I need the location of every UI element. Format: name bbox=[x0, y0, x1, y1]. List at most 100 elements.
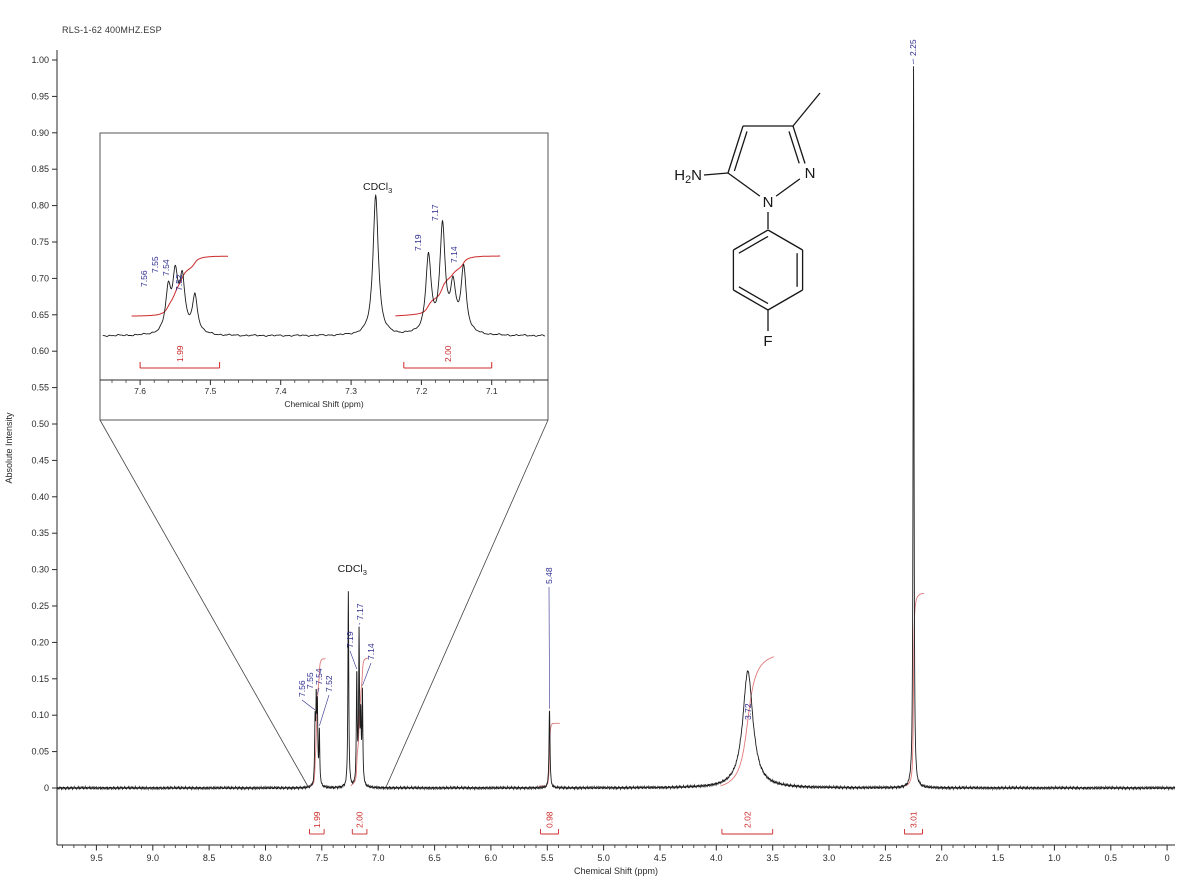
integral-curve bbox=[395, 255, 501, 317]
peak-label-leader bbox=[912, 58, 914, 65]
y-tick-label: 0.45 bbox=[31, 455, 49, 465]
bond bbox=[727, 125, 744, 174]
peak-label-leader bbox=[358, 622, 361, 625]
inset-peak-label: 7.17 bbox=[430, 204, 440, 221]
y-tick-label: 0.40 bbox=[31, 492, 49, 502]
inset-integral-label: 1.99 bbox=[175, 345, 185, 362]
y-tick-label: 0.65 bbox=[31, 310, 49, 320]
x-tick-label: 9.5 bbox=[90, 853, 103, 863]
integral-label: 2.02 bbox=[742, 811, 752, 828]
inset-x-tick-label: 7.6 bbox=[134, 386, 146, 396]
y-tick-label: 0.50 bbox=[31, 419, 49, 429]
ring-nitrogen-label: N bbox=[763, 194, 774, 211]
x-tick-label: 6.5 bbox=[428, 853, 441, 863]
peak-label: 7.17 bbox=[355, 603, 365, 620]
inset-callout-line bbox=[99, 419, 309, 788]
amino-bond bbox=[703, 172, 729, 176]
methyl-bond bbox=[792, 92, 821, 127]
peak-label: 7.19 bbox=[345, 631, 355, 648]
x-tick-label: 4.5 bbox=[654, 853, 667, 863]
inset-peak-label: 7.56 bbox=[139, 270, 149, 287]
peak-label: 7.14 bbox=[366, 643, 376, 660]
integral-curve bbox=[131, 255, 228, 317]
double-bond-inner bbox=[733, 131, 748, 172]
peak-label: 5.48 bbox=[544, 567, 554, 584]
x-tick-label: 8.0 bbox=[259, 853, 272, 863]
y-tick-label: 0.35 bbox=[31, 528, 49, 538]
bond bbox=[767, 229, 803, 251]
inset-box bbox=[99, 132, 549, 421]
inset-solvent-label: CDCl3​ bbox=[363, 181, 392, 195]
y-tick-label: 0.55 bbox=[31, 383, 49, 393]
peak-label: 7.56 bbox=[297, 680, 307, 697]
bond bbox=[733, 229, 769, 251]
spectrum-path bbox=[56, 66, 1176, 791]
y-axis-title: Absolute Intensity bbox=[4, 412, 14, 484]
y-tick-label: 0.70 bbox=[31, 273, 49, 283]
y-tick-label: 1.00 bbox=[31, 55, 49, 65]
peak-label-leader bbox=[301, 699, 316, 711]
x-tick-label: 2.5 bbox=[879, 853, 892, 863]
peak-label-leader bbox=[349, 650, 358, 670]
inset-peak-label: 7.52 bbox=[174, 274, 184, 291]
y-tick-label: 0.20 bbox=[31, 637, 49, 647]
inset-peak-label: 7.55 bbox=[150, 256, 160, 273]
y-tick-label: 0.90 bbox=[31, 128, 49, 138]
double-bond-inner bbox=[788, 131, 800, 164]
x-tick-label: 6.0 bbox=[485, 853, 498, 863]
x-tick-label: 8.5 bbox=[203, 853, 216, 863]
y-tick-label: 0.05 bbox=[31, 747, 49, 757]
x-tick-label: 0 bbox=[1165, 853, 1170, 863]
peak-label: 7.55 bbox=[305, 672, 315, 689]
bond bbox=[767, 289, 803, 311]
x-tick-label: 1.5 bbox=[992, 853, 1005, 863]
x-tick-label: 4.0 bbox=[710, 853, 723, 863]
ring-nitrogen-label: N bbox=[805, 165, 816, 182]
x-tick-label: 5.5 bbox=[541, 853, 554, 863]
y-tick-label: 0.30 bbox=[31, 565, 49, 575]
y-tick-label: 0.25 bbox=[31, 601, 49, 611]
spectrum-filename: RLS-1-62 400MHZ.ESP bbox=[62, 25, 162, 35]
peak-label-leader bbox=[317, 687, 320, 695]
inset-x-tick-label: 7.5 bbox=[205, 386, 217, 396]
peak-label: 7.52 bbox=[324, 675, 334, 692]
solvent-label: CDCl3​ bbox=[338, 563, 367, 577]
inset-integral-label: 2.00 bbox=[443, 345, 453, 362]
peak-label: 7.54 bbox=[314, 668, 324, 685]
x-tick-label: 7.0 bbox=[372, 853, 385, 863]
inset-x-tick-label: 7.3 bbox=[345, 386, 357, 396]
y-tick-label: 0.80 bbox=[31, 201, 49, 211]
peak-label-leader bbox=[548, 586, 550, 709]
y-tick-label: 0.10 bbox=[31, 710, 49, 720]
integral-label: 0.98 bbox=[545, 811, 555, 828]
peak-label-leader bbox=[319, 694, 330, 726]
integral-label: 3.01 bbox=[909, 811, 919, 828]
x-tick-label: 0.5 bbox=[1105, 853, 1118, 863]
amino-group-label: H2​N bbox=[674, 167, 702, 186]
y-tick-label: 0.60 bbox=[31, 346, 49, 356]
peak-label: 2.25 bbox=[908, 39, 918, 56]
inset-x-tick-label: 7.1 bbox=[486, 386, 498, 396]
y-tick-label: 0.85 bbox=[31, 164, 49, 174]
inset-axis-title: Chemical Shift (ppm) bbox=[284, 399, 364, 409]
y-tick-label: 0.75 bbox=[31, 237, 49, 247]
x-tick-label: 7.5 bbox=[316, 853, 329, 863]
x-tick-label: 1.0 bbox=[1048, 853, 1061, 863]
peak-label: 3.72 bbox=[743, 703, 753, 720]
x-tick-label: 3.5 bbox=[766, 853, 779, 863]
x-axis-title: Chemical Shift (ppm) bbox=[574, 866, 658, 876]
y-tick-label: 0.95 bbox=[31, 91, 49, 101]
inset-callout-line bbox=[385, 419, 549, 788]
double-bond-inner bbox=[738, 235, 769, 254]
integral-label: 2.00 bbox=[355, 811, 365, 828]
peak-label-leader bbox=[362, 662, 372, 686]
x-tick-label: 2.0 bbox=[935, 853, 948, 863]
integral-curve bbox=[903, 592, 924, 787]
integral-label: 1.99 bbox=[312, 811, 322, 828]
x-tick-label: 9.0 bbox=[147, 853, 160, 863]
double-bond-inner bbox=[738, 286, 769, 305]
inset-x-tick-label: 7.4 bbox=[275, 386, 287, 396]
inset-peak-label: 7.14 bbox=[449, 246, 459, 263]
